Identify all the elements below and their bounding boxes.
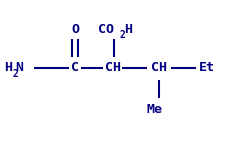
Text: O: O — [71, 23, 79, 36]
Text: Et: Et — [199, 61, 215, 74]
Text: C: C — [71, 61, 79, 74]
Text: Me: Me — [146, 103, 162, 116]
Text: CH: CH — [104, 61, 121, 74]
Text: N: N — [16, 61, 23, 74]
Text: H: H — [4, 61, 12, 74]
Text: CO: CO — [98, 23, 114, 36]
Text: 2: 2 — [12, 69, 18, 79]
Text: H: H — [124, 23, 132, 36]
Text: CH: CH — [151, 61, 167, 74]
Text: 2: 2 — [119, 30, 125, 40]
